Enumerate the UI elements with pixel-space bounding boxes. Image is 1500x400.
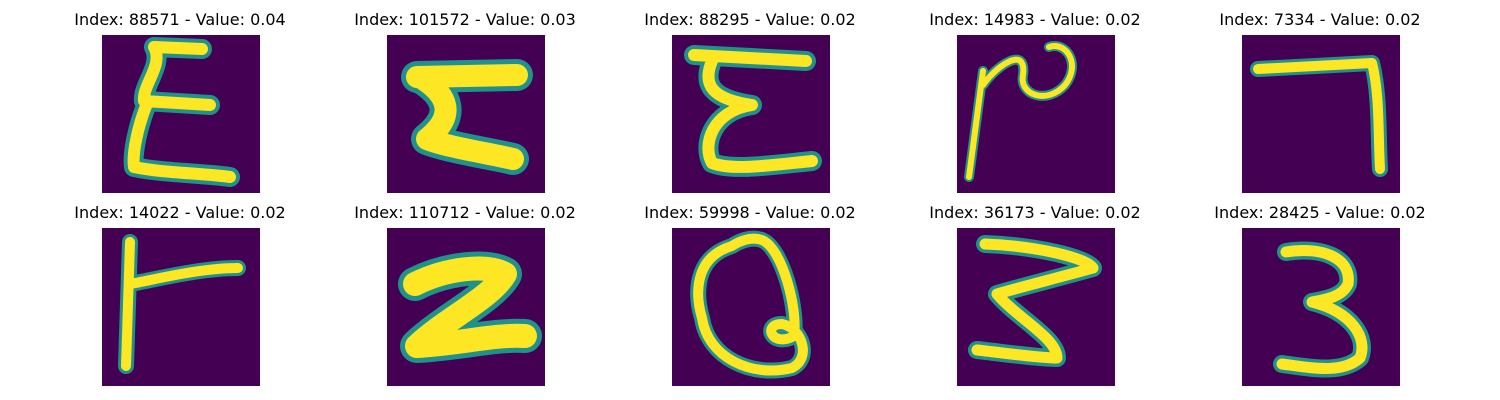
panel-title: Index: 88571 - Value: 0.04	[74, 10, 286, 29]
panel-title: Index: 14983 - Value: 0.02	[929, 10, 1141, 29]
panel-2: Index: 101572 - Value: 0.03	[335, 10, 595, 193]
glyph-image	[102, 228, 260, 386]
glyph-seven-image	[1250, 55, 1388, 177]
panel-title: Index: 101572 - Value: 0.03	[354, 10, 576, 29]
glyph-image	[387, 35, 545, 193]
glyph-image	[672, 35, 830, 193]
glyph-image	[1242, 228, 1400, 386]
panel-8: Index: 59998 - Value: 0.02	[620, 203, 880, 386]
glyph-image	[102, 35, 260, 193]
glyph-z-bold-image	[398, 251, 542, 363]
panel-title: Index: 14022 - Value: 0.02	[74, 203, 286, 222]
glyph-image	[957, 228, 1115, 386]
panel-5: Index: 7334 - Value: 0.02	[1190, 10, 1450, 193]
panel-9: Index: 36173 - Value: 0.02	[905, 203, 1165, 386]
glyph-epsilon-image	[684, 45, 822, 177]
panel-title: Index: 110712 - Value: 0.02	[354, 203, 576, 222]
panel-4: Index: 14983 - Value: 0.02	[905, 10, 1165, 193]
glyph-image	[957, 35, 1115, 193]
panel-3: Index: 88295 - Value: 0.02	[620, 10, 880, 193]
glyph-epsilon-image	[123, 37, 240, 187]
panel-7: Index: 110712 - Value: 0.02	[335, 203, 595, 386]
glyph-q-loop-image	[690, 230, 811, 379]
glyph-three-reversed-image	[968, 235, 1102, 367]
glyph-h-rotated-image	[401, 59, 533, 175]
glyph-image	[387, 228, 545, 386]
panel-10: Index: 28425 - Value: 0.02	[1190, 203, 1450, 386]
glyph-image	[1242, 35, 1400, 193]
glyph-f-rotated-image	[118, 234, 246, 374]
panel-title: Index: 7334 - Value: 0.02	[1219, 10, 1421, 29]
glyph-three-image	[1273, 241, 1371, 378]
glyph-squiggle-image	[964, 41, 1077, 182]
panel-1: Index: 88571 - Value: 0.04	[50, 10, 310, 193]
panel-title: Index: 88295 - Value: 0.02	[644, 10, 856, 29]
panel-title: Index: 59998 - Value: 0.02	[644, 203, 856, 222]
panel-title: Index: 28425 - Value: 0.02	[1214, 203, 1426, 222]
panel-6: Index: 14022 - Value: 0.02	[50, 203, 310, 386]
glyph-image	[672, 228, 830, 386]
panel-title: Index: 36173 - Value: 0.02	[929, 203, 1141, 222]
